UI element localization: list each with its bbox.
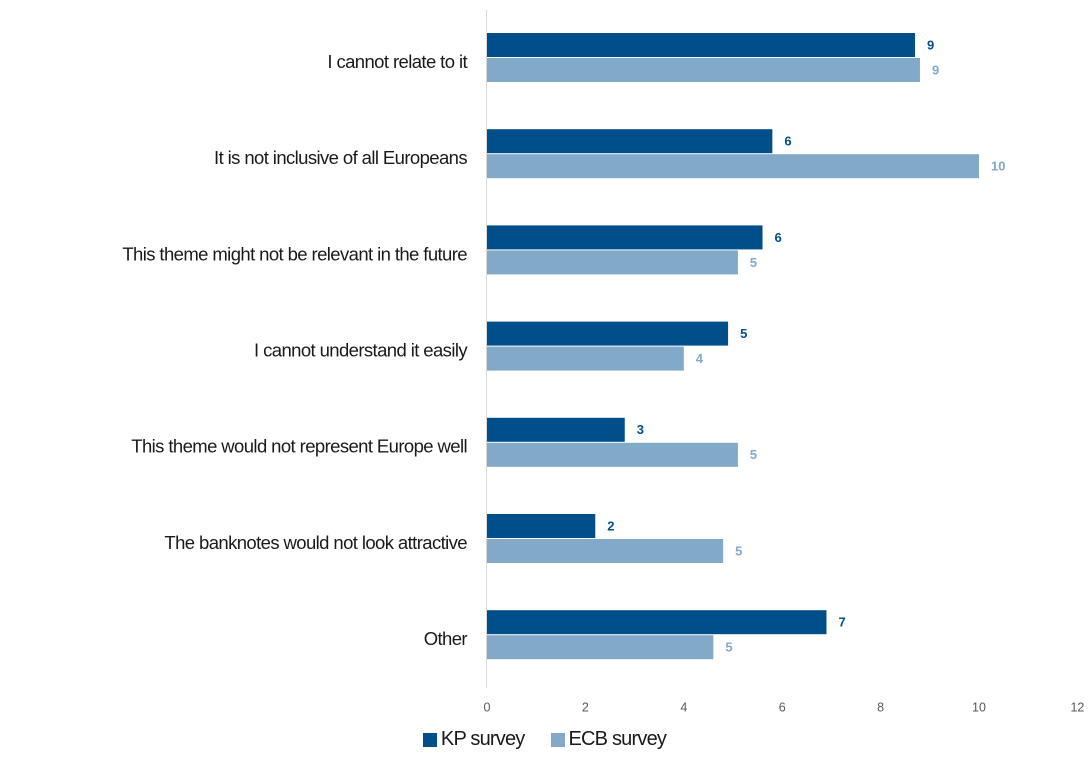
category-label: Other [424,628,468,649]
x-tick-label: 0 [484,700,491,714]
ecb-survey-bar[interactable] [487,346,684,371]
kp-data-label: 9 [927,37,934,52]
legend-label-ecb: ECB survey [568,728,667,750]
x-tick-label: 10 [972,700,986,714]
kp-data-label: 2 [607,518,614,533]
kp-survey-bar[interactable] [487,514,596,538]
ecb-survey-bar[interactable] [487,250,738,275]
legend-label-kp: KP survey [440,728,525,750]
x-tick-label: 12 [1070,700,1084,714]
legend-swatch-ecb [550,732,565,747]
category-label: This theme would not represent Europe we… [131,436,467,457]
ecb-data-label: 10 [991,159,1005,174]
kp-data-label: 5 [740,326,747,341]
ecb-data-label: 5 [725,640,732,655]
kp-survey-bar[interactable] [487,610,827,635]
category-label: This theme might not be relevant in the … [122,243,467,264]
ecb-data-label: 5 [750,255,757,270]
x-tick-label: 8 [877,700,884,714]
bars-layer [487,33,979,660]
ecb-survey-bar[interactable] [487,635,714,660]
ecb-survey-bar[interactable] [487,442,738,467]
kp-survey-bar[interactable] [487,417,625,442]
ecb-data-label: 9 [932,62,939,77]
ecb-data-label: 4 [696,351,704,366]
legend-item-ecb[interactable]: ECB survey [550,728,667,751]
x-tick-label: 4 [680,700,687,714]
x-tick-label: 2 [582,700,589,714]
kp-survey-bar[interactable] [487,33,916,57]
kp-data-label: 3 [637,422,644,437]
kp-survey-bar[interactable] [487,129,773,154]
ecb-survey-bar[interactable] [487,154,979,179]
category-label: I cannot relate to it [327,51,467,72]
legend-item-kp[interactable]: KP survey [422,728,525,751]
kp-data-label: 7 [838,615,845,630]
legend-swatch-kp [422,732,437,747]
kp-survey-bar[interactable] [487,225,763,250]
ecb-data-label: 5 [750,447,757,462]
category-label: I cannot understand it easily [254,339,468,360]
category-label: It is not inclusive of all Europeans [214,147,467,168]
legend: KP survey ECB survey [0,728,1089,751]
ecb-data-label: 5 [735,543,742,558]
labels-layer: I cannot relate to it 9 9 It is not inclusi… [122,37,1084,714]
bar-chart: I cannot relate to it 9 9 It is not inclusi… [122,10,1084,714]
ecb-survey-bar[interactable] [487,539,724,563]
kp-data-label: 6 [775,230,782,245]
category-label: The banknotes would not look attractive [164,532,467,553]
x-tick-label: 6 [779,700,786,714]
kp-survey-bar[interactable] [487,321,729,346]
kp-data-label: 6 [784,134,791,149]
ecb-survey-bar[interactable] [487,58,920,82]
